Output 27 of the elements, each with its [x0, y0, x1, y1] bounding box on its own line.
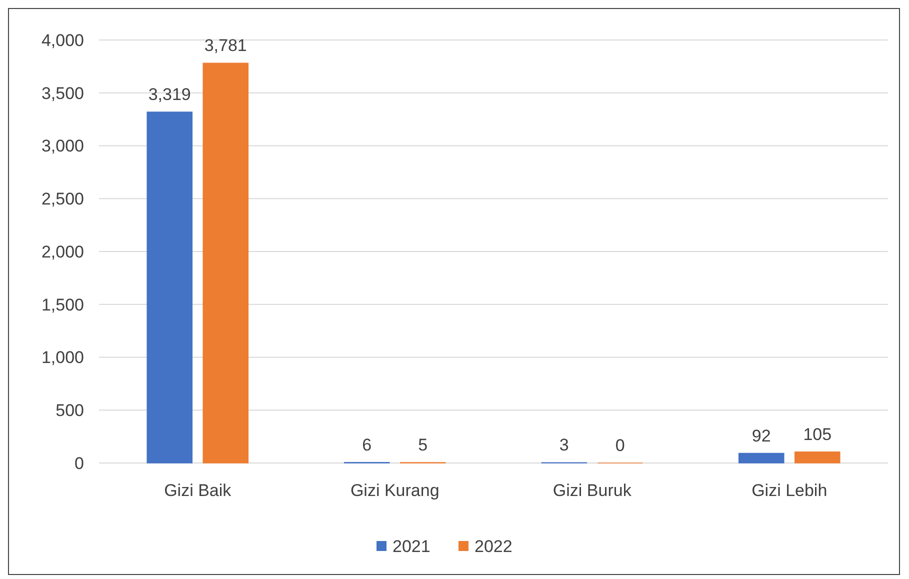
x-tick-label: Gizi Buruk [552, 481, 632, 500]
data-label: 105 [803, 424, 832, 444]
y-tick-label: 1,500 [41, 295, 84, 314]
data-label: 6 [362, 435, 372, 454]
data-label: 3,319 [148, 85, 191, 104]
data-label: 92 [752, 426, 771, 446]
y-tick-label: 1,000 [41, 348, 84, 368]
y-tick-label: 4,000 [41, 30, 84, 50]
y-tick-label: 2,000 [41, 242, 84, 262]
legend-label: 2022 [474, 536, 512, 556]
bar [146, 112, 193, 464]
x-tick-label: Gizi Kurang [350, 481, 440, 500]
y-tick-label: 2,500 [41, 190, 84, 209]
x-tick-label: Gizi Baik [164, 481, 232, 500]
x-tick-label: Gizi Lebih [752, 481, 828, 500]
data-label: 3 [559, 436, 569, 455]
y-tick-label: 3,000 [41, 136, 84, 156]
data-label: 5 [418, 435, 428, 454]
bar [738, 452, 784, 464]
bar [794, 451, 840, 464]
data-label: 0 [615, 436, 625, 455]
y-tick-label: 0 [74, 454, 84, 473]
y-tick-label: 3,500 [41, 84, 84, 103]
y-tick-label: 500 [56, 401, 84, 420]
bar [202, 62, 249, 464]
legend-label: 2021 [392, 536, 430, 556]
data-label: 3,781 [204, 36, 247, 56]
